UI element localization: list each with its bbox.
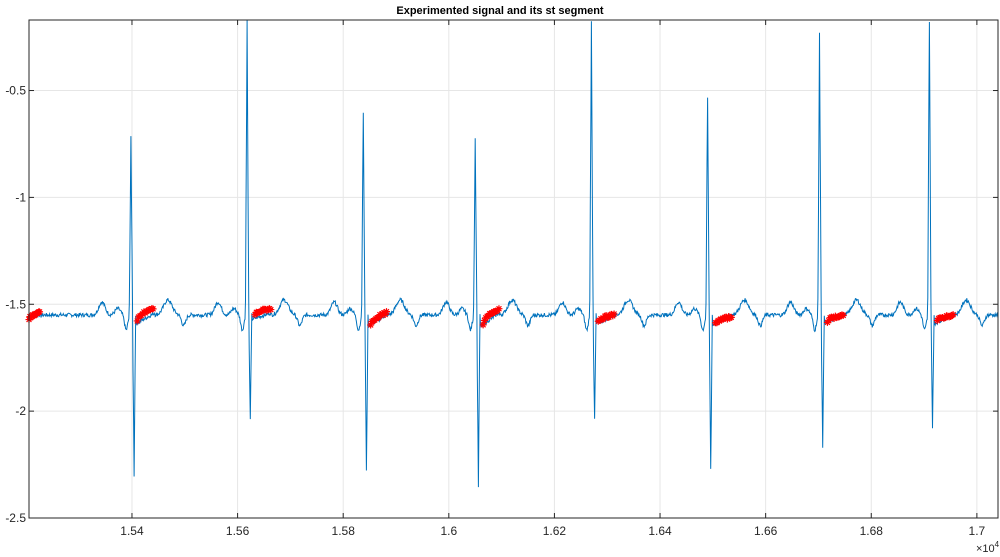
x-tick-label: 1.66: [754, 524, 778, 538]
st-marker: [375, 314, 383, 322]
x-tick-label: 1.7: [969, 524, 986, 538]
st-marker: [839, 311, 847, 319]
st-segment: [823, 311, 847, 326]
st-marker: [830, 314, 838, 322]
x-exponent-power: 4: [995, 540, 1000, 549]
st-segment: [479, 305, 503, 329]
st-marker: [605, 313, 613, 321]
st-marker: [479, 321, 487, 329]
st-segment: [367, 308, 390, 329]
y-tick-label: -2: [15, 404, 26, 418]
st-marker: [367, 321, 375, 329]
chart-title: Experimented signal and its st segment: [396, 5, 604, 17]
st-marker: [933, 317, 941, 325]
x-tick-label: 1.64: [648, 524, 672, 538]
st-segment: [711, 313, 735, 327]
x-tick-label: 1.6: [440, 524, 457, 538]
st-marker: [149, 305, 157, 313]
st-marker: [600, 315, 608, 323]
st-marker: [949, 311, 957, 319]
st-marker: [480, 316, 488, 324]
st-marker: [825, 317, 833, 325]
st-segment-series: [25, 305, 957, 329]
st-marker: [727, 313, 735, 321]
x-tick-label: 1.54: [120, 524, 144, 538]
st-marker: [484, 312, 492, 320]
st-marker: [610, 310, 618, 318]
st-segment: [933, 311, 957, 325]
x-tick-label: 1.68: [860, 524, 884, 538]
y-tick-label: -1: [15, 190, 26, 204]
st-marker: [713, 319, 721, 327]
y-tick-label: -1.5: [5, 297, 26, 311]
grid-lines: [29, 20, 998, 519]
x-tick-label: 1.56: [226, 524, 250, 538]
st-marker: [495, 305, 503, 313]
x-exponent-label: ×104: [976, 540, 1000, 555]
st-marker: [381, 311, 389, 319]
st-marker: [133, 317, 141, 325]
y-tick-label: -2.5: [5, 511, 26, 525]
x-exponent-base: ×10: [976, 543, 995, 555]
st-segment: [25, 308, 44, 324]
y-tick-label: -0.5: [5, 84, 26, 98]
st-marker: [267, 306, 275, 314]
st-segment: [133, 305, 157, 325]
st-marker: [723, 315, 731, 323]
st-marker: [383, 308, 390, 316]
st-segment: [251, 305, 275, 319]
x-tick-label: 1.58: [332, 524, 356, 538]
st-marker: [36, 308, 44, 316]
plot-frame: [28, 19, 999, 519]
axis-ticks: 1.54 1.56 1.58 1.6 1.62 1.64 1.66 1.68 1.7 -0.5 -1…: [5, 20, 998, 538]
st-segment: [594, 310, 618, 325]
x-tick-label: 1.62: [543, 524, 567, 538]
